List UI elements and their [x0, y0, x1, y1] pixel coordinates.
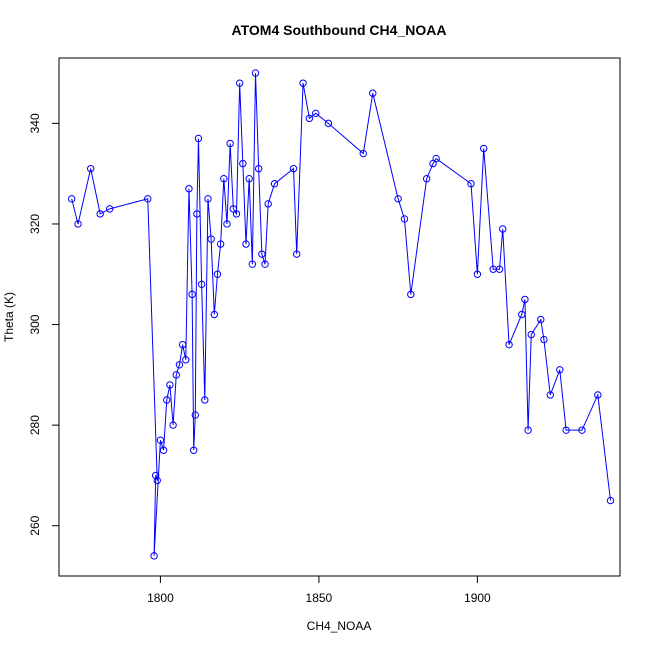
data-point [190, 446, 198, 454]
data-point [223, 220, 231, 228]
data-point [150, 552, 158, 560]
y-tick-label: 280 [28, 415, 42, 435]
data-point [400, 215, 409, 223]
x-tick-label: 1900 [464, 591, 491, 605]
data-point [153, 476, 161, 485]
data-point [151, 471, 160, 480]
data-point [251, 69, 260, 77]
data-point [524, 426, 532, 434]
y-axis-label: Theta (K) [2, 292, 16, 342]
x-axis-label: CH4_NOAA [307, 619, 372, 633]
data-point [537, 315, 545, 324]
data-point [258, 250, 266, 258]
data-point [172, 371, 180, 379]
data-point [270, 180, 279, 188]
data-point [432, 154, 440, 163]
data-point [166, 381, 174, 389]
plot-area [67, 69, 615, 560]
y-tick-label: 300 [28, 314, 42, 334]
data-point [239, 159, 247, 168]
data-point [606, 496, 615, 505]
data-point [185, 185, 193, 193]
x-tick-label: 1850 [306, 591, 333, 605]
data-point [422, 175, 431, 183]
data-point [175, 361, 184, 369]
data-point [467, 180, 475, 188]
data-point [495, 265, 504, 273]
data-point [594, 391, 602, 399]
data-point [159, 446, 168, 454]
data-point [96, 210, 104, 218]
data-point [562, 426, 570, 434]
data-point [163, 396, 171, 404]
data-point [193, 210, 201, 218]
data-point [226, 139, 234, 148]
data-point [324, 119, 333, 128]
data-point [546, 391, 554, 399]
x-tick-label: 1800 [147, 591, 174, 605]
y-tick-label: 320 [28, 214, 42, 234]
data-point [480, 144, 488, 153]
data-point [169, 421, 177, 429]
data-point [213, 270, 222, 278]
data-point [359, 149, 367, 158]
data-point [312, 109, 320, 118]
data-point [194, 134, 203, 143]
data-point [264, 200, 272, 208]
data-point [67, 195, 76, 203]
y-axis: 260 280 300 320 340 [28, 113, 60, 536]
data-point [74, 220, 82, 228]
data-point [473, 270, 482, 278]
data-point [242, 240, 250, 248]
data-point [191, 411, 199, 419]
data-point [182, 356, 190, 364]
data-point [156, 436, 165, 444]
data-point [293, 250, 301, 258]
data-point [232, 210, 241, 218]
data-point [518, 310, 526, 319]
data-point [407, 290, 415, 299]
data-point [299, 79, 307, 87]
data-point [578, 426, 586, 434]
data-point [505, 340, 513, 349]
data-point [188, 290, 196, 299]
data-point [394, 195, 402, 203]
data-point [289, 164, 298, 173]
data-point [204, 195, 212, 203]
data-point [540, 335, 548, 344]
data-point [197, 280, 206, 289]
data-point [201, 396, 209, 404]
data-point [86, 164, 95, 173]
data-point [235, 79, 244, 87]
data-point [178, 340, 187, 349]
y-tick-label: 340 [28, 113, 42, 133]
data-point [210, 310, 219, 319]
x-axis: 1800 1850 1900 [147, 575, 491, 605]
data-point [106, 205, 114, 213]
data-point [527, 330, 535, 339]
data-point [556, 366, 564, 374]
chart-title: ATOM4 Southbound CH4_NOAA [232, 22, 447, 38]
data-point [248, 260, 257, 268]
plot-frame [58, 57, 621, 577]
data-point [144, 195, 152, 203]
data-point [369, 89, 377, 97]
data-point [254, 164, 263, 173]
data-point [245, 175, 253, 183]
data-point [499, 225, 507, 233]
data-point [207, 235, 215, 243]
data-point [216, 240, 225, 248]
data-point [220, 175, 228, 183]
data-point [261, 260, 269, 268]
y-tick-label: 260 [28, 515, 42, 535]
data-point [305, 114, 314, 123]
series-line [71, 73, 611, 556]
data-point [521, 295, 529, 304]
